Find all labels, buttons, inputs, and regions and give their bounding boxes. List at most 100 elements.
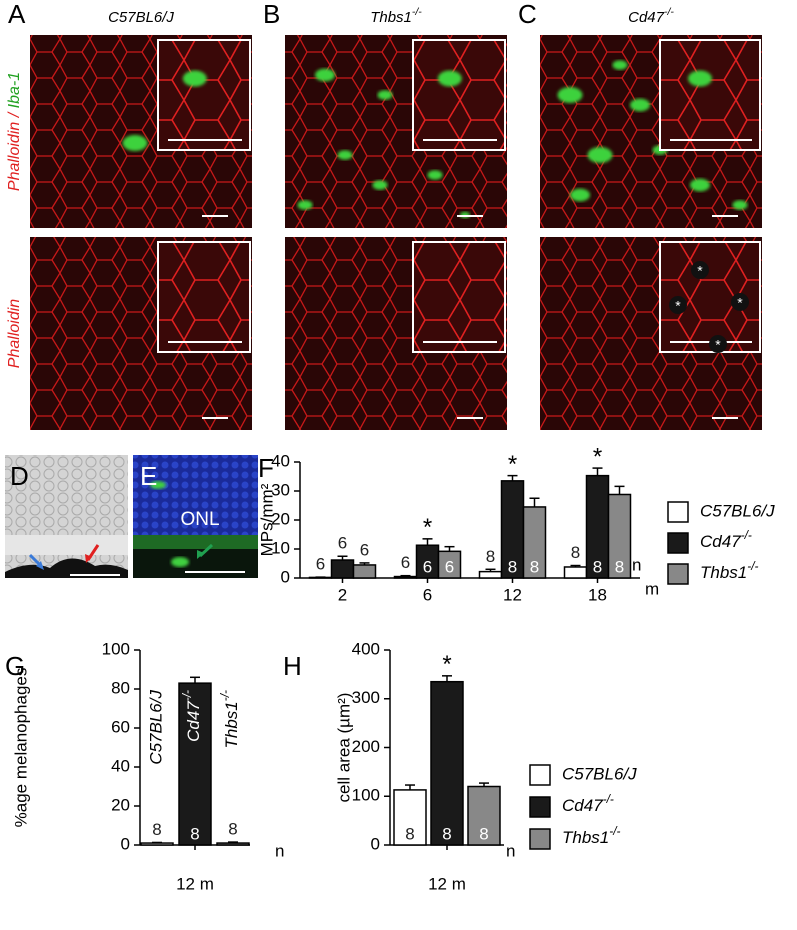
legend-label: Thbs1-/- — [562, 824, 621, 847]
legend-swatch — [529, 828, 551, 850]
panel-letter: B — [263, 0, 280, 29]
y-tick-label: 30 — [271, 480, 290, 499]
micrograph — [285, 35, 507, 228]
dark-cell — [669, 296, 687, 314]
bar — [178, 682, 212, 846]
legend-swatch — [529, 764, 551, 786]
y-tick-label: 40 — [111, 756, 130, 775]
n-row-label: n — [506, 841, 515, 860]
bar — [522, 506, 547, 579]
n-label: 6 — [360, 540, 369, 559]
y-tick-label: 20 — [271, 509, 290, 528]
series-label: Thbs1-/- — [218, 690, 241, 749]
y-tick-label: 400 — [352, 639, 380, 658]
bar — [140, 842, 174, 846]
x-tick-label: 12 m — [176, 874, 214, 893]
n-label: 6 — [445, 557, 454, 576]
y-tick-label: 10 — [271, 538, 290, 557]
significance: * — [593, 443, 602, 470]
y-tick-label: 60 — [111, 717, 130, 736]
iba1-cell — [337, 150, 353, 160]
iba1-cell — [377, 90, 393, 100]
y-axis-label: cell area (µm²) — [334, 693, 353, 803]
bar — [437, 550, 462, 579]
x-axis-label: m — [645, 579, 659, 598]
y-tick-label: 0 — [371, 834, 380, 853]
dark-cell — [709, 335, 727, 353]
inset-image — [157, 39, 251, 151]
panel-letter: C — [518, 0, 537, 29]
iba1-cell — [372, 180, 388, 190]
legend-label: C57BL6/J — [700, 501, 775, 520]
iba1-cell — [557, 87, 583, 103]
iba1-cell — [297, 200, 313, 210]
x-tick-label: 12 — [503, 585, 522, 604]
n-label: 6 — [401, 553, 410, 572]
legend-label: C57BL6/J — [562, 764, 637, 783]
dark-cell — [691, 261, 709, 279]
x-tick-label: 18 — [588, 585, 607, 604]
bar — [393, 789, 427, 846]
iba1-cell — [427, 170, 443, 180]
n-label: 8 — [486, 547, 495, 566]
n-label: 8 — [530, 557, 539, 576]
x-tick-label: 12 m — [428, 874, 466, 893]
y-axis-label: %age melanophages — [11, 668, 30, 828]
micrograph — [540, 35, 762, 228]
row-label: Phalloidin / Iba-1 — [6, 72, 23, 191]
chart-letter: G — [5, 651, 25, 681]
significance: * — [508, 451, 517, 478]
asterisk: * — [697, 263, 703, 279]
significance: * — [423, 514, 432, 541]
layer-label: ONL — [180, 509, 219, 530]
y-tick-label: 0 — [121, 834, 130, 853]
row-label-red: Phalloidin / — [6, 108, 23, 191]
iba1-cell — [587, 147, 613, 163]
dark-cell — [731, 293, 749, 311]
legend-label: Thbs1-/- — [700, 559, 759, 582]
bar — [352, 564, 377, 579]
bar — [607, 493, 632, 579]
legend-swatch — [529, 796, 551, 818]
n-row-label: n — [632, 555, 641, 574]
legend-swatch — [667, 563, 689, 585]
iba1-cell — [612, 60, 628, 70]
legend-label: Cd47-/- — [700, 528, 752, 551]
bar — [330, 559, 355, 579]
panel-title: C57BL6/J — [108, 9, 174, 26]
chart-letter: F — [258, 453, 274, 483]
y-tick-label: 80 — [111, 678, 130, 697]
inset-image — [412, 39, 506, 151]
iba1-cell — [315, 68, 335, 82]
n-label: 8 — [593, 557, 602, 576]
x-tick-label: 2 — [338, 585, 347, 604]
n-row-label: n — [275, 841, 284, 860]
panel-title: Thbs1-/- — [370, 6, 422, 26]
row-label-green: Iba-1 — [6, 72, 23, 108]
y-tick-label: 0 — [281, 567, 290, 586]
panel-letter: E — [140, 461, 157, 491]
n-label: 8 — [405, 824, 414, 843]
panel-title: Cd47-/- — [628, 6, 674, 26]
y-tick-label: 200 — [352, 737, 380, 756]
micrograph — [285, 237, 507, 430]
bar — [216, 842, 250, 846]
n-label: 8 — [508, 557, 517, 576]
n-label: 8 — [228, 820, 237, 839]
significance: * — [442, 651, 451, 678]
asterisk: * — [737, 295, 743, 311]
n-label: 8 — [190, 824, 199, 843]
n-label: 6 — [423, 557, 432, 576]
bar — [478, 570, 503, 579]
inset-iba1-cell — [688, 70, 712, 87]
chart-letter: H — [283, 651, 302, 681]
iba1-cell — [570, 188, 590, 202]
n-label: 8 — [442, 824, 451, 843]
legend-label: Cd47-/- — [562, 792, 614, 815]
inset-iba1-cell — [182, 70, 207, 87]
legend-swatch — [667, 501, 689, 523]
y-axis-label: MPs/mm² — [257, 483, 276, 556]
n-label: 8 — [571, 543, 580, 562]
inset-image — [412, 241, 506, 353]
